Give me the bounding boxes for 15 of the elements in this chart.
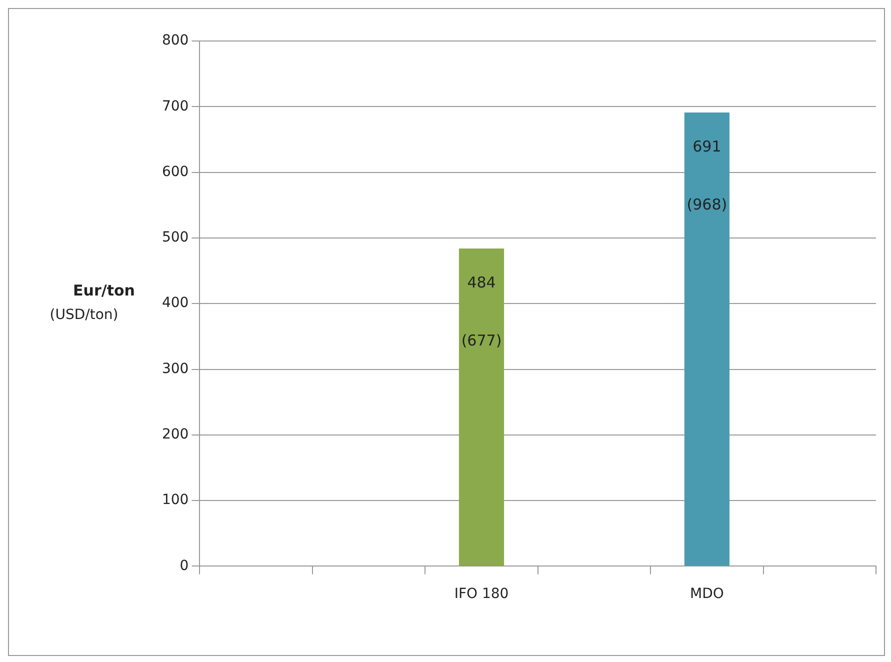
x-tick-label: IFO 180 bbox=[454, 586, 509, 602]
y-tick-label: 300 bbox=[162, 360, 189, 377]
y-tick-label: 0 bbox=[180, 558, 189, 574]
y-tick-label: 600 bbox=[162, 164, 189, 180]
text: 691 (968) bbox=[686, 137, 728, 214]
y-tick-label: 700 bbox=[162, 98, 189, 114]
y-tick-label: 200 bbox=[162, 426, 189, 443]
y-tick-label: 800 bbox=[162, 32, 189, 49]
y-axis-title: Eur/ton bbox=[73, 281, 135, 300]
text: 484 (677) bbox=[461, 273, 502, 350]
y-tick-label: 100 bbox=[162, 492, 189, 508]
y-tick-label: 400 bbox=[162, 295, 189, 312]
y-tick-label: 500 bbox=[162, 230, 189, 246]
text: (USD/ton) bbox=[50, 307, 118, 324]
x-tick-label: MDO bbox=[690, 586, 724, 602]
